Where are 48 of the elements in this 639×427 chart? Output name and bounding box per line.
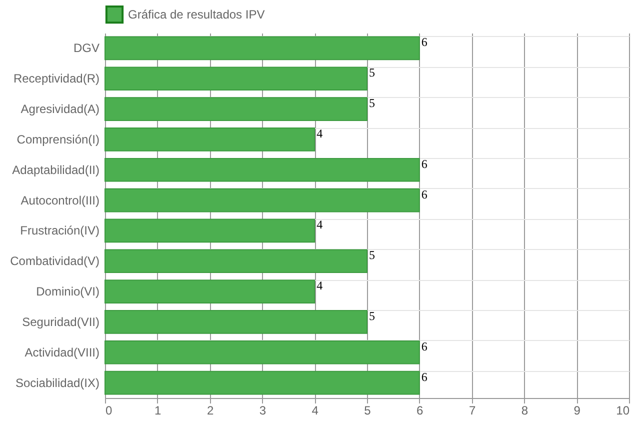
x-tick-label: 0 — [106, 404, 112, 418]
bar — [104, 340, 420, 364]
data-label: 6 — [421, 370, 428, 384]
y-tick-label: Seguridad(VII) — [22, 314, 100, 329]
data-label: 4 — [316, 218, 323, 232]
x-tick-label: 3 — [259, 404, 266, 418]
y-tick-label: Actividad(VIII) — [24, 345, 100, 360]
data-label: 6 — [421, 156, 428, 171]
bar — [104, 97, 368, 121]
x-tick-label: 4 — [312, 404, 319, 418]
data-label: 6 — [421, 187, 428, 202]
bar — [104, 310, 368, 334]
data-label: 6 — [421, 35, 428, 50]
x-tick-label: 2 — [206, 404, 214, 418]
data-label: 5 — [369, 248, 375, 262]
y-tick-label: Autocontrol(III) — [20, 193, 100, 208]
x-tick-label: 5 — [364, 404, 372, 418]
data-label: 5 — [369, 66, 375, 80]
data-label: 5 — [369, 308, 375, 323]
y-tick-label: Sociabilidad(IX) — [15, 376, 100, 390]
bar — [104, 370, 420, 395]
data-label: 4 — [316, 278, 323, 293]
x-tick-label: 7 — [468, 404, 476, 418]
x-tick-label: 10 — [616, 404, 630, 418]
data-label: 4 — [316, 126, 323, 140]
bar — [104, 249, 368, 274]
data-label: 5 — [369, 96, 375, 110]
y-tick-label: Adaptabilidad(II) — [12, 162, 100, 177]
y-tick-label: Receptividad(R) — [13, 72, 100, 86]
bar — [104, 128, 316, 152]
bar — [104, 280, 316, 304]
y-tick-label: Agresividad(A) — [20, 102, 100, 116]
bar — [104, 158, 420, 182]
x-tick-label: 8 — [521, 404, 528, 418]
bar — [104, 66, 368, 91]
x-tick-label: 6 — [416, 404, 424, 418]
bar — [104, 36, 420, 60]
x-tick-label: 9 — [574, 404, 581, 418]
y-tick-label: Comprensión(I) — [16, 132, 100, 146]
x-tick-label: 1 — [154, 404, 162, 418]
y-tick-label: Combatividad(V) — [10, 254, 100, 268]
y-tick-label: Frustración(IV) — [20, 224, 100, 238]
y-tick-label: DGV — [73, 41, 100, 56]
data-label: 6 — [421, 339, 428, 354]
y-tick-label: Dominio(VI) — [36, 284, 100, 299]
legend-label: Gráfica de resultados IPV — [128, 8, 265, 22]
bar — [104, 188, 420, 212]
bar — [104, 218, 316, 243]
